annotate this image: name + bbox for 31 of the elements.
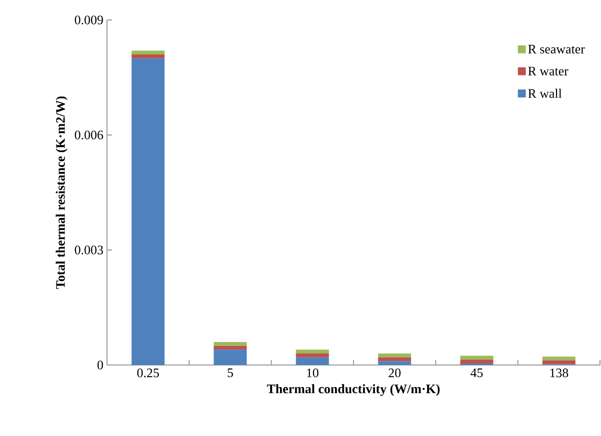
y-axis-title: Total thermal resistance (K·m2/W) (56, 96, 68, 289)
x-tick-label: 20 (388, 368, 401, 378)
bar (296, 350, 329, 354)
x-tick-label: 0.25 (137, 368, 159, 378)
x-tick-label: 138 (550, 368, 568, 378)
bar (132, 54, 165, 58)
legend-label: R wall (528, 88, 562, 98)
x-tick-label: 10 (307, 368, 318, 378)
legend-label: R water (528, 66, 568, 76)
bar (460, 360, 494, 364)
bar (378, 357, 412, 362)
bar (542, 356, 576, 360)
bar (378, 354, 412, 358)
bar (132, 50, 165, 54)
bar (214, 350, 247, 365)
x-tick-label: 5 (228, 368, 233, 378)
legend-label: R seawater (528, 44, 585, 54)
x-tick-label: 45 (470, 368, 483, 378)
bar (378, 361, 412, 365)
bar (214, 346, 247, 350)
bar (214, 342, 247, 346)
bar (296, 354, 329, 358)
bar (542, 360, 576, 364)
bar (296, 357, 329, 365)
y-tick-label: 0.006 (74, 130, 104, 140)
y-tick-label: 0.009 (74, 16, 103, 24)
y-tick-label: 0 (98, 360, 103, 370)
y-tick-label: 0.003 (74, 246, 103, 254)
bar (460, 356, 494, 360)
bar (132, 58, 165, 365)
x-axis-title: Thermal conductivity (W/m·K) (267, 384, 440, 396)
